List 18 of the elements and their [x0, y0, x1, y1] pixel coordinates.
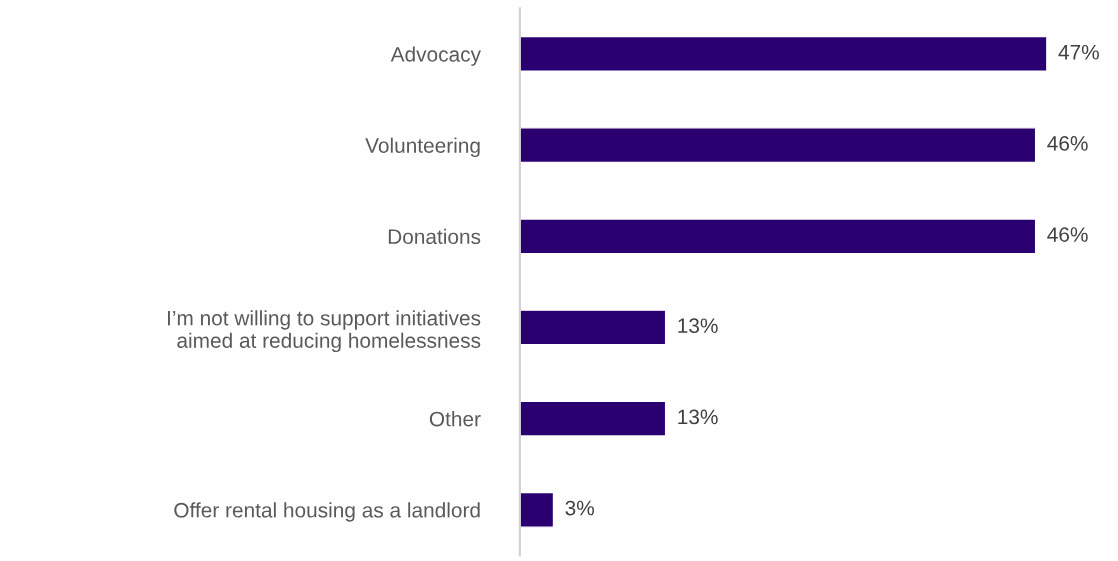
y-tick-label: Offer rental housing as a landlord — [174, 502, 480, 522]
bar — [519, 309, 667, 346]
bar — [519, 218, 1037, 255]
y-tick-label: Donations — [388, 228, 481, 245]
bar — [519, 127, 1037, 164]
y-tick-label: Advocacy — [390, 46, 481, 66]
y-tick-label: Volunteering — [365, 137, 480, 158]
data-label: 13% — [678, 409, 718, 425]
bar — [519, 35, 1048, 73]
data-label: 46% — [1047, 136, 1088, 151]
y-tick-label: I’m not willing to support initiatives aimed at reducing homelessness — [167, 310, 481, 353]
data-label: 3% — [565, 500, 594, 516]
data-label: 13% — [678, 318, 718, 334]
bar — [519, 400, 667, 437]
data-label: 46% — [1047, 227, 1088, 242]
bar — [519, 491, 555, 528]
data-label: 47% — [1058, 44, 1099, 60]
y-tick-label: Other — [429, 411, 481, 427]
